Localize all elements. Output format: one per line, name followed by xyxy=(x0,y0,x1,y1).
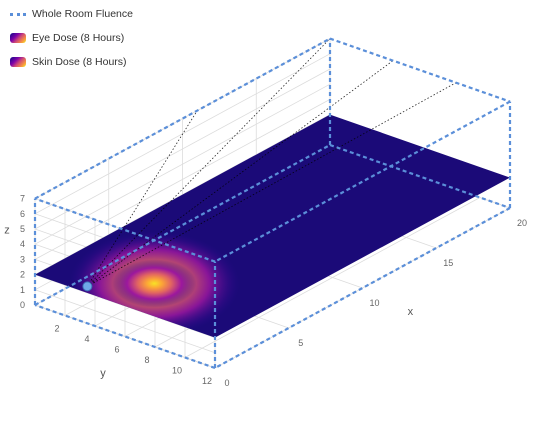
gridline xyxy=(34,38,331,199)
x-tick-label: 5 xyxy=(298,338,303,348)
legend-item-whole-room-fluence[interactable]: Whole Room Fluence xyxy=(6,4,133,28)
x-tick-label: 0 xyxy=(224,378,229,388)
gridline xyxy=(184,197,481,358)
beam-line xyxy=(87,82,457,287)
legend-label: Eye Dose (8 Hours) xyxy=(32,32,125,44)
room-edge xyxy=(34,303,216,370)
z-tick-label: 4 xyxy=(20,239,25,249)
legend-colorscale-icon xyxy=(10,33,26,43)
z-tick-label: 2 xyxy=(20,270,25,280)
room-edge xyxy=(34,197,216,263)
legend-dotted-line-icon xyxy=(10,13,26,16)
gridline xyxy=(34,68,331,230)
x-tick-label: 10 xyxy=(369,298,379,308)
y-tick-label: 8 xyxy=(144,355,149,365)
y-tick-label: 12 xyxy=(202,376,212,386)
legend-item-eye-dose[interactable]: Eye Dose (8 Hours) xyxy=(6,28,133,52)
z-tick-label: 7 xyxy=(20,194,25,204)
legend-colorscale-icon xyxy=(10,57,26,67)
gridline xyxy=(34,83,331,245)
room-edge xyxy=(329,143,511,210)
y-tick-label: 10 xyxy=(172,366,182,376)
fluence-surface[interactable] xyxy=(35,38,510,338)
z-axis-title: z xyxy=(4,224,10,236)
room-outline xyxy=(33,37,512,370)
legend-item-skin-dose[interactable]: Skin Dose (8 Hours) xyxy=(6,52,133,76)
gridline xyxy=(214,207,511,369)
y-tick-label: 6 xyxy=(114,345,119,355)
y-tick-label: 4 xyxy=(84,334,89,344)
gridline xyxy=(34,99,331,260)
beam-line xyxy=(87,60,394,287)
z-tick-label: 3 xyxy=(20,254,25,264)
room-edge xyxy=(329,37,511,103)
x-axis-title: x xyxy=(408,306,414,318)
y-tick-label: 2 xyxy=(54,324,59,334)
z-tick-label: 1 xyxy=(20,285,25,295)
z-tick-label: 5 xyxy=(20,224,25,234)
surface-hotspot xyxy=(112,259,197,308)
gridline xyxy=(34,289,216,354)
legend-label: Skin Dose (8 Hours) xyxy=(32,56,127,68)
lamp-marker xyxy=(82,281,93,292)
z-tick-label: 6 xyxy=(20,209,25,219)
legend[interactable]: Whole Room Fluence Eye Dose (8 Hours) Sk… xyxy=(6,4,133,76)
beam-line xyxy=(87,110,198,287)
x-tick-label: 20 xyxy=(517,218,527,228)
y-axis-title: y xyxy=(100,368,106,380)
legend-label: Whole Room Fluence xyxy=(32,8,133,20)
x-tick-label: 15 xyxy=(443,258,453,268)
z-tick-label: 0 xyxy=(20,300,25,310)
surface-plane xyxy=(35,114,510,338)
